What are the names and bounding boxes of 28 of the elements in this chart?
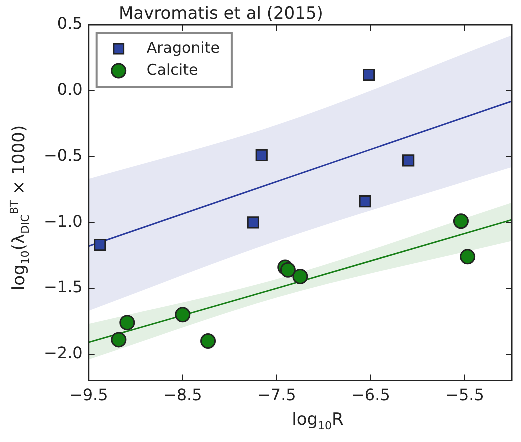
point <box>111 332 127 348</box>
point <box>460 249 476 265</box>
point <box>200 334 216 350</box>
point <box>247 216 260 229</box>
chart-title: Mavromatis et al (2015) <box>119 4 324 24</box>
point <box>256 149 268 162</box>
point <box>402 154 415 167</box>
y-tick-label: −2.0 <box>44 344 83 363</box>
y-tick-label: 0.5 <box>57 14 83 34</box>
x-tick-label: −5.5 <box>446 386 484 405</box>
x-tick-label: −8.5 <box>163 386 202 405</box>
y-tick-label: 0.0 <box>57 80 83 100</box>
point <box>120 315 136 331</box>
legend-label: Calcite <box>146 60 198 79</box>
x-axis-title: log$_{10}$R <box>291 410 345 432</box>
point <box>359 196 372 208</box>
point <box>363 69 376 82</box>
x-tick-label: −9.5 <box>69 386 108 405</box>
legend-label: Aragonite <box>146 38 220 57</box>
y-tick-label: −1.5 <box>44 278 83 297</box>
point <box>292 268 308 284</box>
y-tick-label: −1.0 <box>44 212 83 231</box>
point <box>94 239 106 252</box>
x-tick-label: −7.5 <box>257 386 296 405</box>
point <box>453 214 469 230</box>
x-tick-label: −6.5 <box>352 386 390 405</box>
y-tick-label: −0.5 <box>44 146 83 165</box>
point <box>175 307 191 323</box>
